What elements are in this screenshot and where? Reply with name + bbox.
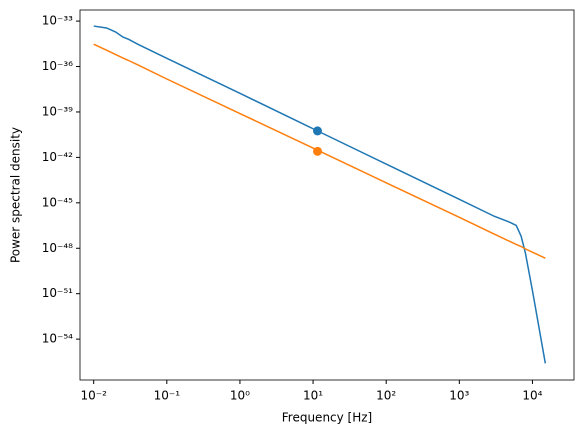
- x-tick-label: 10⁰: [230, 389, 250, 403]
- plot-frame: [79, 9, 575, 381]
- marker: [313, 126, 323, 136]
- y-tick-label: 10⁻⁵⁴: [42, 332, 73, 346]
- x-tick-label: 10⁻¹: [154, 389, 181, 403]
- y-tick-label: 10⁻⁴⁵: [42, 195, 73, 209]
- y-tick-label: 10⁻⁴²: [42, 150, 73, 164]
- x-tick-label: 10¹: [303, 389, 323, 403]
- x-tick-label: 10³: [449, 389, 469, 403]
- y-tick-label: 10⁻³³: [42, 14, 73, 28]
- y-tick-label: 10⁻³⁹: [42, 104, 73, 118]
- x-tick-label: 10⁻²: [80, 389, 107, 403]
- line: [93, 43, 546, 259]
- y-tick-label: 10⁻⁴⁸: [42, 241, 73, 255]
- x-tick-label: 10⁴: [522, 389, 542, 403]
- marker: [313, 146, 323, 156]
- y-axis-label: Power spectral density: [9, 127, 23, 263]
- x-tick-label: 10²: [376, 389, 396, 403]
- x-axis-label: Frequency [Hz]: [282, 411, 373, 425]
- line: [93, 25, 547, 364]
- y-tick-label: 10⁻⁵¹: [42, 286, 73, 300]
- y-tick-label: 10⁻³⁶: [42, 59, 73, 73]
